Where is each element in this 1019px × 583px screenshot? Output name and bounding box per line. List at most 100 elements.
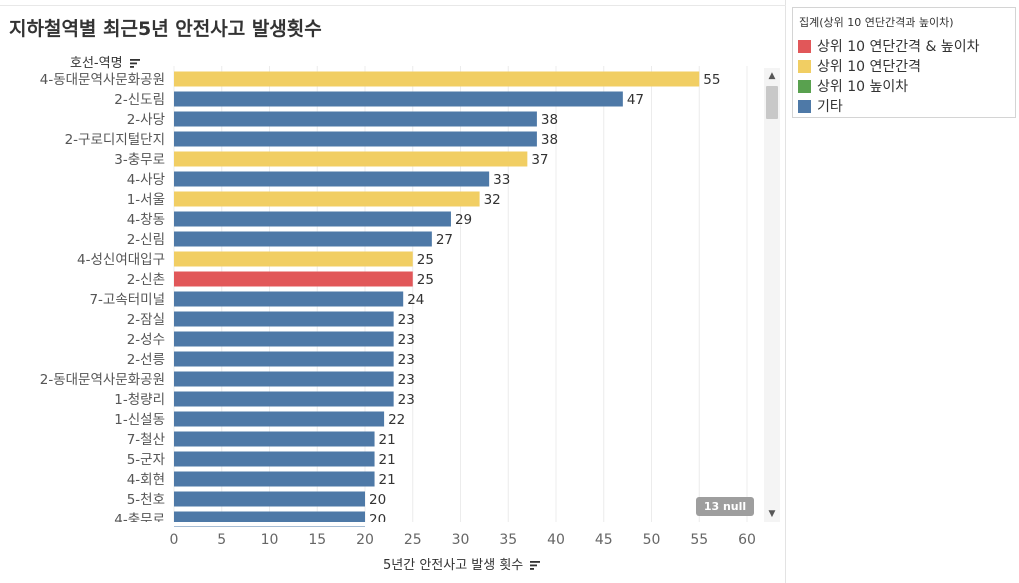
bar-value-label: 21 — [379, 452, 396, 468]
category-label[interactable]: 1-서울 — [127, 192, 165, 208]
x-tick-label: 25 — [404, 532, 422, 548]
bar[interactable] — [174, 311, 394, 327]
legend-item-label: 상위 10 연단간격 — [817, 59, 921, 75]
bar-value-label: 55 — [703, 72, 720, 88]
scroll-thumb[interactable] — [766, 86, 778, 119]
bar-value-label: 25 — [417, 252, 434, 268]
legend-item[interactable]: 상위 10 연단간격 — [798, 58, 921, 76]
bar-value-label: 37 — [531, 152, 548, 168]
legend-swatch — [798, 40, 811, 53]
bar-value-label: 33 — [493, 172, 510, 188]
x-tick-label: 55 — [690, 532, 708, 548]
bar[interactable] — [174, 131, 537, 147]
x-axis-title[interactable]: 5년간 안전사고 발생 횟수 — [383, 554, 541, 573]
category-label[interactable]: 1-신설동 — [114, 412, 165, 428]
bar[interactable] — [174, 231, 432, 247]
category-label[interactable]: 2-동대문역사문화공원 — [40, 372, 165, 388]
bar[interactable] — [174, 251, 413, 267]
category-label[interactable]: 2-신림 — [127, 232, 165, 248]
bar-value-label: 27 — [436, 232, 453, 248]
category-label[interactable]: 2-선릉 — [127, 352, 165, 368]
legend-item[interactable]: 기타 — [798, 98, 843, 116]
x-tick-label: 50 — [643, 532, 661, 548]
x-tick-label: 5 — [217, 532, 226, 548]
legend-swatch — [798, 100, 811, 113]
category-label[interactable]: 4-창동 — [127, 212, 165, 228]
x-tick-label: 15 — [308, 532, 326, 548]
legend-item-label: 기타 — [817, 99, 843, 115]
sort-icon[interactable] — [530, 561, 541, 570]
scroll-clip — [0, 522, 760, 526]
bar-value-label: 20 — [369, 492, 386, 508]
x-tick-label: 10 — [261, 532, 279, 548]
category-label[interactable]: 2-구로디지털단지 — [65, 132, 165, 148]
legend-item[interactable]: 상위 10 높이차 — [798, 78, 908, 96]
bar[interactable] — [174, 371, 394, 387]
bar-chart: 0 5 10 15 20 25 30 35 40 45 50 55 60 4-동대문역사문화공원 55 2-신… — [0, 66, 760, 548]
category-label[interactable]: 5-천호 — [127, 492, 165, 508]
x-tick-label: 40 — [547, 532, 565, 548]
legend-title: 집계(상위 10 연단간격과 높이차) — [799, 16, 954, 29]
bar-value-label: 21 — [379, 472, 396, 488]
bar[interactable] — [174, 71, 700, 87]
bar[interactable] — [174, 351, 394, 367]
x-tick-label: 0 — [170, 532, 179, 548]
category-label[interactable]: 2-잠실 — [127, 312, 165, 328]
sort-icon[interactable] — [129, 59, 140, 68]
bar-value-label: 23 — [398, 392, 415, 408]
null-indicator-badge[interactable]: 13 null — [696, 497, 754, 516]
bar-value-label: 38 — [541, 132, 558, 148]
category-label[interactable]: 2-성수 — [127, 332, 165, 348]
bar[interactable] — [174, 151, 528, 167]
scroll-up-icon[interactable]: ▲ — [768, 71, 776, 81]
bar[interactable] — [174, 451, 375, 467]
bar[interactable] — [174, 211, 451, 227]
legend-item-label: 상위 10 높이차 — [817, 79, 909, 95]
bar[interactable] — [174, 91, 623, 107]
category-label[interactable]: 5-군자 — [127, 452, 166, 468]
category-label[interactable]: 4-회현 — [127, 472, 165, 488]
category-label[interactable]: 2-신촌 — [127, 272, 165, 288]
scroll-down-icon[interactable]: ▼ — [768, 509, 776, 519]
bar[interactable] — [174, 411, 385, 427]
x-tick-label: 45 — [595, 532, 613, 548]
top-divider — [0, 5, 786, 6]
bar[interactable] — [174, 471, 375, 487]
bar[interactable] — [174, 491, 365, 507]
x-axis-title-label: 5년간 안전사고 발생 횟수 — [383, 558, 524, 573]
legend-swatch — [798, 80, 811, 93]
bar[interactable] — [174, 331, 394, 347]
bar[interactable] — [174, 291, 404, 307]
bar-value-label: 23 — [398, 372, 415, 388]
bar-value-label: 47 — [627, 92, 644, 108]
x-tick-label: 20 — [356, 532, 374, 548]
bar[interactable] — [174, 111, 537, 127]
category-label[interactable]: 2-신도림 — [114, 92, 165, 108]
y-axis-header[interactable]: 호선-역명 — [70, 52, 140, 71]
x-tick-label: 35 — [499, 532, 517, 548]
category-label[interactable]: 7-고속터미널 — [89, 292, 165, 308]
bar[interactable] — [174, 271, 413, 287]
bar-value-label: 23 — [398, 352, 415, 368]
vertical-scrollbar[interactable]: ▲ ▼ — [764, 68, 780, 522]
bar-value-label: 24 — [407, 292, 424, 308]
y-axis-header-label: 호선-역명 — [70, 56, 123, 71]
x-tick-label: 60 — [738, 532, 756, 548]
bar[interactable] — [174, 431, 375, 447]
legend-item[interactable]: 상위 10 연단간격 & 높이차 — [798, 38, 979, 56]
category-label[interactable]: 4-성신여대입구 — [77, 252, 165, 268]
bar[interactable] — [174, 391, 394, 407]
bar-value-label: 29 — [455, 212, 472, 228]
category-label[interactable]: 4-사당 — [127, 172, 165, 188]
category-label[interactable]: 3-충무로 — [114, 152, 165, 168]
bar-value-label: 32 — [484, 192, 501, 208]
bar[interactable] — [174, 191, 480, 207]
category-label[interactable]: 2-사당 — [127, 112, 165, 128]
bar[interactable] — [174, 171, 490, 187]
category-label[interactable]: 7-철산 — [127, 432, 165, 448]
category-label[interactable]: 1-청량리 — [114, 392, 165, 408]
bar-value-label: 21 — [379, 432, 396, 448]
category-label[interactable]: 4-동대문역사문화공원 — [40, 72, 165, 88]
viz-pane — [785, 0, 786, 583]
legend-swatch — [798, 60, 811, 73]
